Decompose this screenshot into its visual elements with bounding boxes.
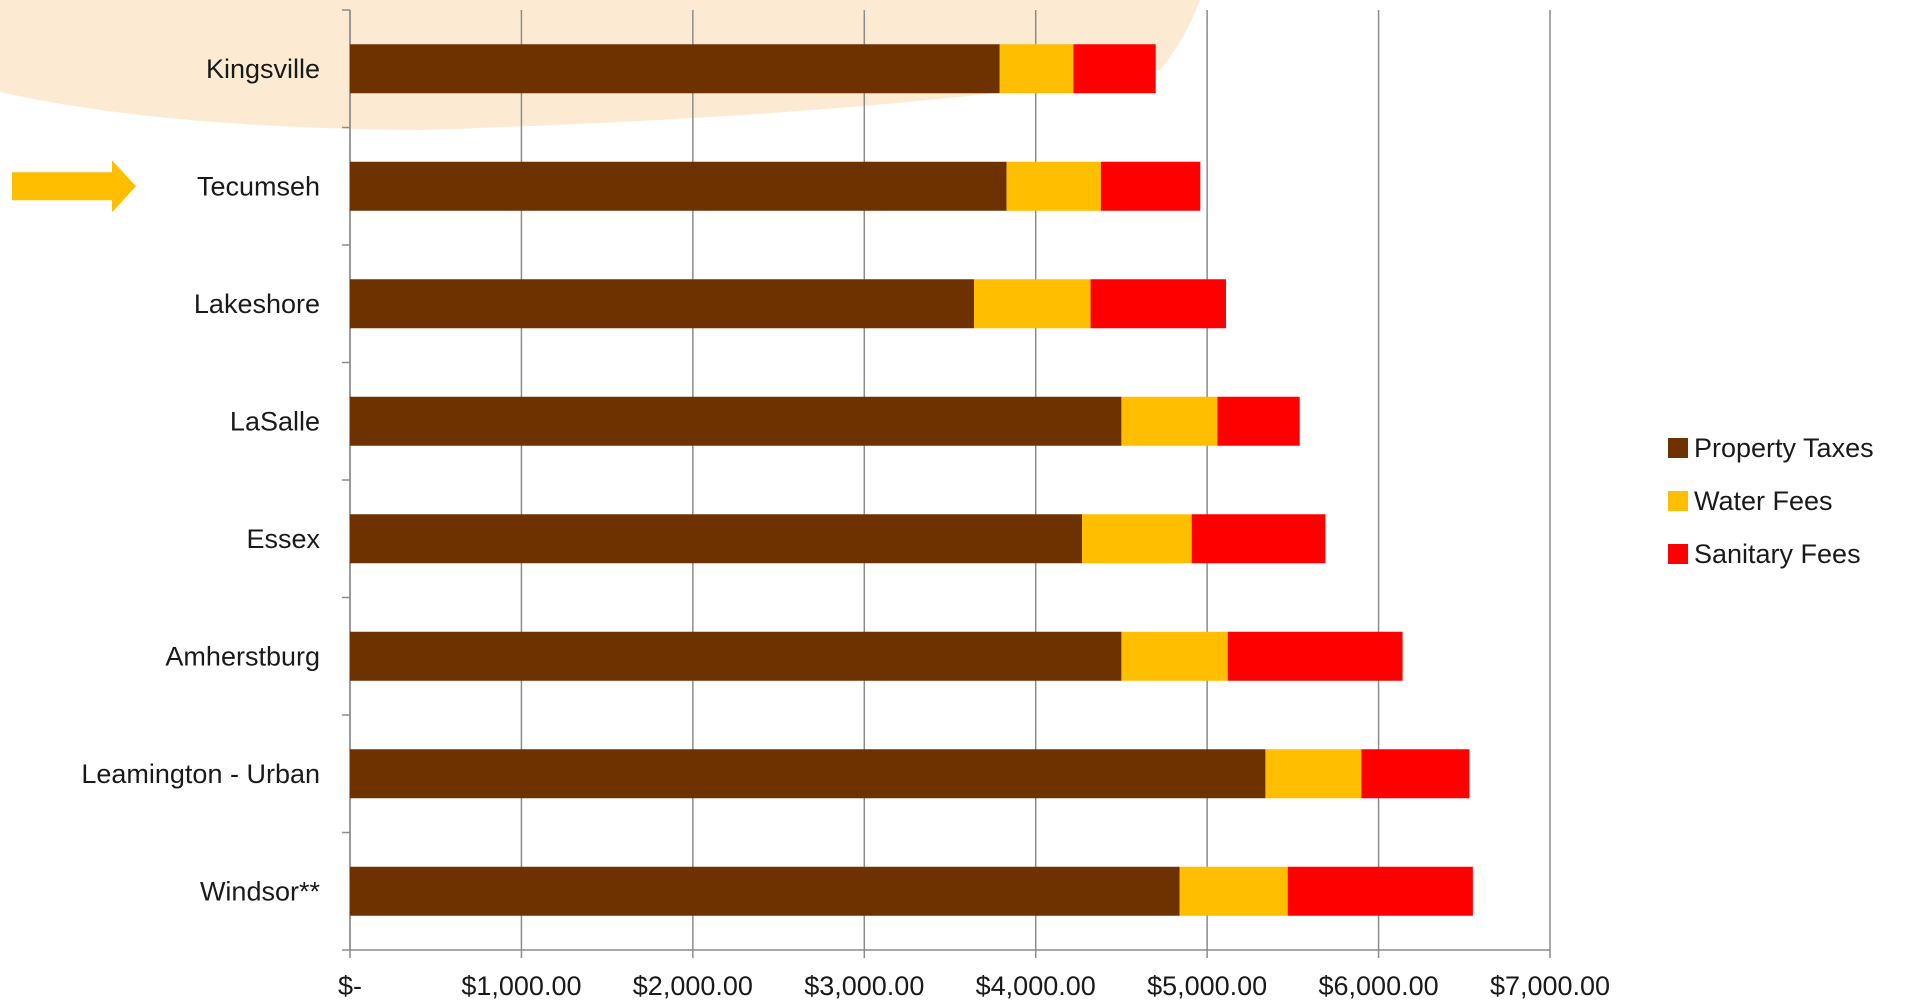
bar-amherstburg-property-taxes bbox=[350, 631, 1122, 681]
bar-leamington-urban-water-fees bbox=[1265, 749, 1362, 799]
bar-tecumseh-water-fees bbox=[1006, 161, 1101, 211]
category-label-lasalle: LaSalle bbox=[230, 406, 320, 436]
bar-essex-property-taxes bbox=[350, 514, 1082, 564]
bar-leamington-urban-property-taxes bbox=[350, 749, 1266, 799]
legend-label-sanitary-fees: Sanitary Fees bbox=[1694, 539, 1861, 569]
legend: Property Taxes Water Fees Sanitary Fees bbox=[1668, 433, 1874, 569]
x-tick-label: $3,000.00 bbox=[804, 971, 924, 1000]
bar-kingsville-sanitary-fees bbox=[1073, 44, 1156, 94]
legend-label-water-fees: Water Fees bbox=[1694, 486, 1833, 516]
x-tick-label: $5,000.00 bbox=[1147, 971, 1267, 1000]
category-label-tecumseh: Tecumseh bbox=[197, 171, 320, 201]
category-label-kingsville: Kingsville bbox=[206, 54, 320, 84]
bar-essex-sanitary-fees bbox=[1191, 514, 1326, 564]
legend-label-property-taxes: Property Taxes bbox=[1694, 433, 1874, 463]
bar-kingsville-water-fees bbox=[999, 44, 1074, 94]
legend-swatch-property-taxes bbox=[1668, 438, 1688, 458]
bar-amherstburg-water-fees bbox=[1121, 631, 1228, 681]
bar-essex-water-fees bbox=[1082, 514, 1192, 564]
bar-lakeshore-property-taxes bbox=[350, 279, 974, 329]
x-tick-label: $7,000.00 bbox=[1490, 971, 1610, 1000]
legend-swatch-sanitary-fees bbox=[1668, 544, 1688, 564]
bar-tecumseh-property-taxes bbox=[350, 161, 1007, 211]
x-tick-label: $- bbox=[338, 971, 362, 1000]
category-label-lakeshore: Lakeshore bbox=[194, 289, 320, 319]
bar-tecumseh-sanitary-fees bbox=[1100, 161, 1201, 211]
category-labels: Kingsville Tecumseh Lakeshore LaSalle Essex A… bbox=[81, 54, 320, 907]
bars bbox=[350, 44, 1473, 916]
axes bbox=[342, 9, 1551, 958]
x-tick-label: $1,000.00 bbox=[461, 971, 581, 1000]
bar-windsor-water-fees bbox=[1179, 866, 1288, 916]
x-tick-label: $2,000.00 bbox=[633, 971, 753, 1000]
x-tick-label: $4,000.00 bbox=[976, 971, 1096, 1000]
arrow-right-icon bbox=[12, 160, 136, 213]
category-label-leamington-urban: Leamington - Urban bbox=[81, 759, 320, 789]
bar-kingsville-property-taxes bbox=[350, 44, 1000, 94]
bar-lasalle-sanitary-fees bbox=[1217, 396, 1300, 446]
legend-swatch-water-fees bbox=[1668, 491, 1688, 511]
bar-lakeshore-sanitary-fees bbox=[1090, 279, 1226, 329]
bar-windsor-property-taxes bbox=[350, 866, 1180, 916]
category-label-windsor: Windsor** bbox=[200, 876, 321, 906]
x-tick-labels: $- $1,000.00 $2,000.00 $3,000.00 $4,000.00 $5… bbox=[338, 971, 1610, 1001]
category-label-amherstburg: Amherstburg bbox=[165, 641, 320, 671]
category-label-essex: Essex bbox=[246, 524, 320, 554]
bar-lakeshore-water-fees bbox=[974, 279, 1091, 329]
gridlines bbox=[349, 10, 1551, 950]
bar-amherstburg-sanitary-fees bbox=[1227, 631, 1403, 681]
bar-windsor-sanitary-fees bbox=[1287, 866, 1473, 916]
x-tick-label: $6,000.00 bbox=[1319, 971, 1439, 1000]
bar-leamington-urban-sanitary-fees bbox=[1361, 749, 1470, 799]
bar-lasalle-water-fees bbox=[1121, 396, 1218, 446]
bar-lasalle-property-taxes bbox=[350, 396, 1122, 446]
